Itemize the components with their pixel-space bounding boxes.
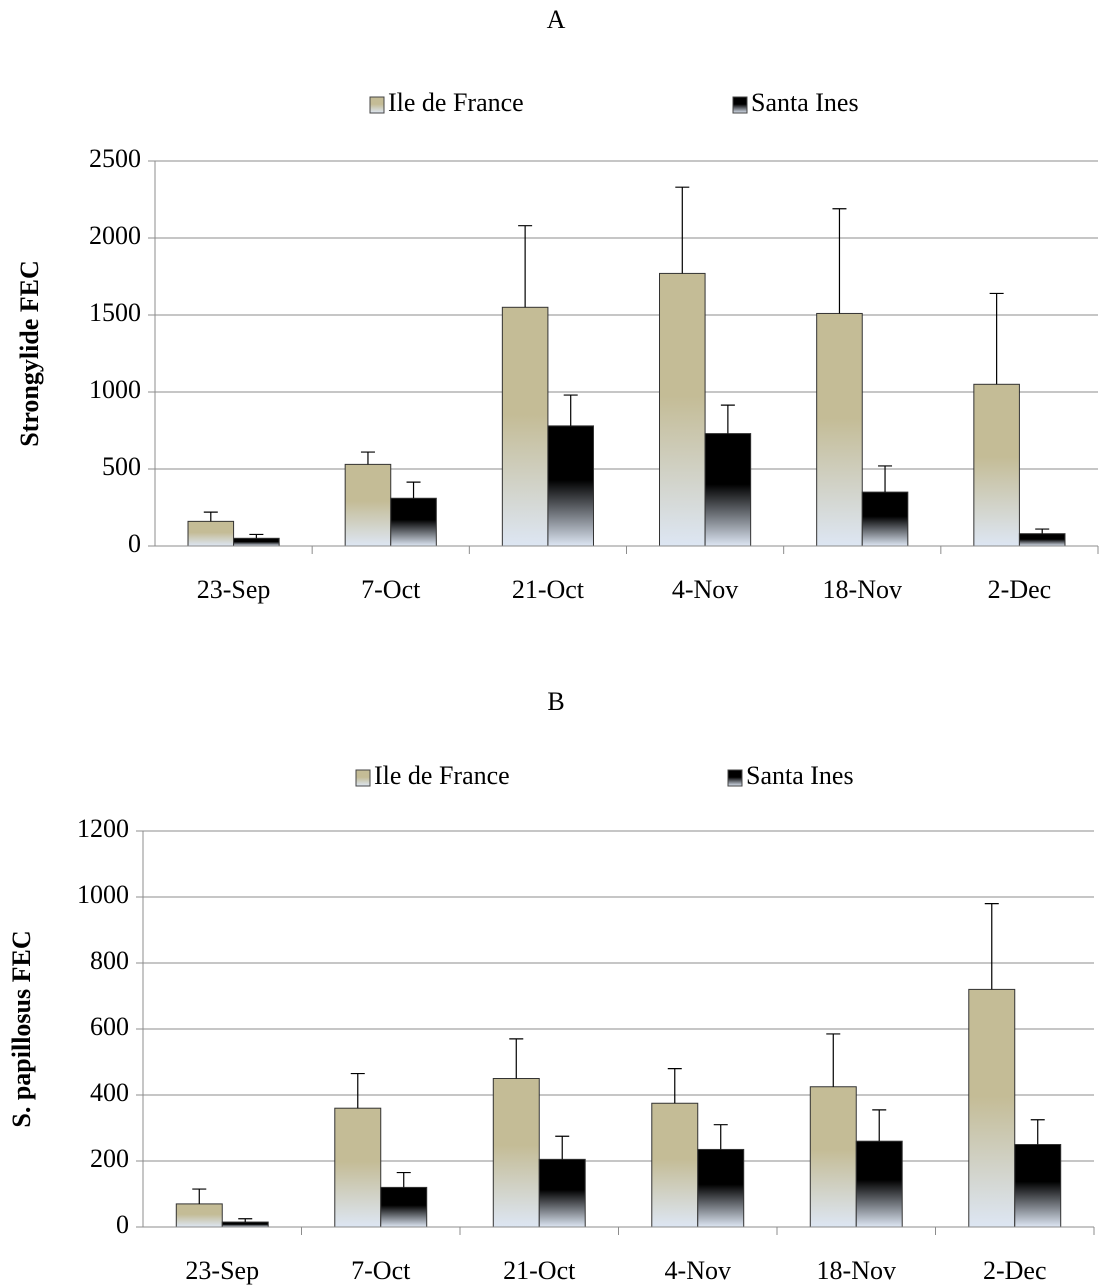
y-tick-label: 1000: [77, 880, 129, 909]
bar: [1014, 1144, 1062, 1228]
bar: [855, 1140, 903, 1228]
bar: [175, 1203, 223, 1228]
bar: [1018, 533, 1066, 547]
x-tick-label: 21-Oct: [512, 575, 585, 604]
bar: [816, 312, 863, 547]
error-bar: [1030, 1119, 1045, 1145]
error-bar: [396, 1171, 411, 1188]
bar: [968, 988, 1016, 1228]
error-bar: [826, 1033, 841, 1087]
legend-label: Ile de France: [388, 88, 524, 117]
error-bar: [720, 404, 735, 434]
y-tick-label: 2500: [89, 144, 141, 173]
bar: [861, 491, 909, 547]
error-bar: [1035, 528, 1050, 534]
x-tick-label: 23-Sep: [197, 575, 271, 604]
bar: [659, 272, 706, 547]
error-bar: [203, 511, 218, 522]
y-tick-label: 0: [116, 1210, 129, 1239]
legend-label: Santa Ines: [751, 88, 859, 117]
bar: [538, 1158, 586, 1228]
x-tick-label: 4-Nov: [665, 1256, 731, 1285]
error-bar: [192, 1188, 207, 1204]
y-tick-label: 500: [102, 452, 141, 481]
y-tick-label: 2000: [89, 221, 141, 250]
error-bar: [675, 186, 690, 274]
x-tick-label: 7-Oct: [361, 575, 421, 604]
bar: [221, 1221, 269, 1228]
error-bar: [406, 481, 421, 499]
error-bar: [563, 394, 578, 426]
legend-swatch: [369, 96, 385, 114]
x-tick-label: 18-Nov: [823, 575, 902, 604]
error-bar: [989, 292, 1004, 385]
chart-title: A: [547, 5, 566, 34]
bar: [973, 383, 1020, 547]
error-bar: [360, 451, 375, 465]
y-tick-label: 200: [90, 1144, 129, 1173]
error-bar: [555, 1135, 570, 1160]
bar: [697, 1148, 745, 1228]
bar: [390, 497, 437, 547]
y-axis-label: S. papillosus FEC: [7, 930, 36, 1127]
bar: [380, 1186, 428, 1228]
bar: [809, 1086, 857, 1228]
y-tick-label: 1200: [77, 814, 129, 843]
bar: [187, 520, 235, 547]
y-tick-label: 400: [90, 1078, 129, 1107]
y-axis-label: Strongylide FEC: [15, 260, 44, 447]
error-bar: [984, 903, 999, 990]
x-tick-label: 21-Oct: [503, 1256, 576, 1285]
legend-label: Ile de France: [374, 761, 510, 790]
error-bar: [872, 1109, 887, 1142]
bar: [651, 1102, 699, 1228]
error-bar: [509, 1038, 524, 1079]
y-tick-label: 800: [90, 946, 129, 975]
x-tick-label: 23-Sep: [185, 1256, 259, 1285]
chart-title: B: [547, 687, 564, 716]
bar: [704, 433, 752, 547]
y-tick-label: 0: [128, 529, 141, 558]
y-tick-label: 1500: [89, 298, 141, 327]
error-bar: [713, 1124, 728, 1150]
bar: [501, 306, 549, 547]
y-tick-label: 600: [90, 1012, 129, 1041]
legend-swatch: [732, 96, 748, 114]
error-bar: [249, 533, 264, 539]
x-tick-label: 18-Nov: [817, 1256, 896, 1285]
x-tick-label: 2-Dec: [988, 575, 1052, 604]
legend-swatch: [355, 769, 371, 787]
x-tick-label: 2-Dec: [983, 1256, 1047, 1285]
x-tick-label: 4-Nov: [672, 575, 738, 604]
bar: [334, 1107, 382, 1228]
bar: [344, 463, 392, 547]
legend-swatch: [727, 769, 743, 787]
error-bar: [238, 1218, 253, 1223]
error-bar: [518, 225, 533, 308]
error-bar: [350, 1072, 365, 1109]
legend-label: Santa Ines: [746, 761, 854, 790]
x-tick-label: 7-Oct: [351, 1256, 411, 1285]
bar: [492, 1078, 540, 1228]
bar: [233, 537, 280, 547]
bar: [547, 425, 594, 547]
y-tick-label: 1000: [89, 375, 141, 404]
error-bar: [667, 1068, 682, 1104]
error-bar: [832, 208, 847, 314]
error-bar: [878, 465, 893, 493]
